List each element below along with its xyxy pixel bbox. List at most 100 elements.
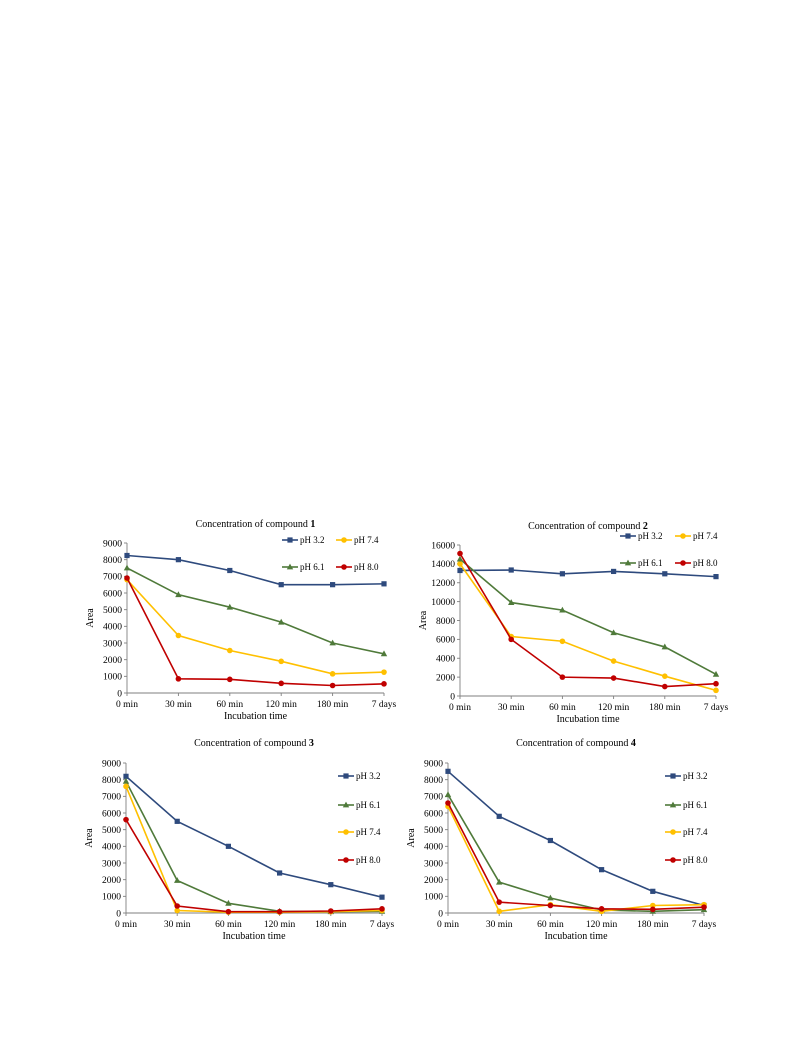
- data-point: [598, 906, 605, 912]
- data-point: [328, 908, 334, 914]
- data-point: [508, 567, 514, 573]
- series-line: [459, 563, 717, 692]
- series-line: [126, 577, 385, 687]
- y-tick-label: 4000: [103, 623, 122, 633]
- data-point: [380, 650, 388, 657]
- chart-title-number: 1: [310, 519, 315, 530]
- data-point: [508, 599, 515, 605]
- x-tick-label: 60 min: [537, 920, 564, 930]
- series-line: [459, 569, 717, 578]
- data-point: [496, 813, 502, 819]
- series-line: [125, 775, 383, 898]
- data-point: [329, 671, 336, 677]
- y-tick-label: 6000: [103, 589, 122, 599]
- data-point: [175, 676, 182, 682]
- data-point: [701, 904, 707, 910]
- legend-marker: [343, 829, 349, 835]
- legend: pH 3.2 pH 6.1 pH 7.4 pH 8.0: [665, 771, 708, 865]
- series-ph-8-0: [445, 800, 707, 913]
- data-point: [225, 908, 232, 915]
- legend: pH 3.2 pH 7.4 pH 6.1 pH 8.0: [282, 535, 379, 572]
- chart-3: Concentration of compound 3 0 1000 2000 3000…: [84, 738, 395, 942]
- data-point: [225, 899, 232, 906]
- legend-label: pH 3.2: [683, 771, 708, 781]
- data-point: [547, 837, 553, 844]
- series-ph-3-2: [457, 567, 719, 580]
- y-tick-label: 7000: [102, 793, 121, 803]
- data-point: [175, 591, 182, 598]
- x-axis-label: Incubation time: [556, 714, 620, 725]
- data-point: [277, 870, 283, 876]
- x-tick-label: 180 min: [649, 703, 681, 713]
- x-tick-label: 0 min: [116, 700, 138, 710]
- y-tick-label: 8000: [424, 776, 443, 786]
- y-axis-label: Area: [85, 608, 96, 628]
- data-point: [123, 773, 129, 779]
- data-point: [457, 550, 463, 557]
- y-tick-label: 2000: [103, 656, 122, 666]
- legend-marker: [342, 801, 350, 808]
- y-tick-label: 5000: [103, 606, 122, 616]
- chart-2: Concentration of compound 2 0 2000 4000 6000…: [418, 521, 729, 725]
- data-point: [559, 674, 566, 680]
- y-tick-label: 4000: [102, 843, 121, 853]
- data-point: [227, 647, 233, 654]
- y-tick-label: 1000: [424, 893, 443, 903]
- data-point: [662, 571, 668, 577]
- series-line: [126, 567, 385, 655]
- legend-label: pH 6.1: [356, 800, 381, 810]
- x-tick-label: 120 min: [264, 920, 296, 930]
- x-tick-label: 7 days: [370, 920, 395, 930]
- x-tick-label: 0 min: [449, 703, 471, 713]
- data-point: [122, 777, 130, 784]
- x-tick-label: 0 min: [115, 920, 137, 930]
- data-point: [174, 907, 180, 914]
- series-line: [125, 780, 383, 913]
- chart-title-text: Concentration of compound: [516, 738, 631, 749]
- y-tick-label: 6000: [102, 809, 121, 819]
- series-ph-6-1: [123, 564, 388, 657]
- series-line: [447, 805, 705, 913]
- x-tick-label: 180 min: [317, 700, 349, 710]
- data-point: [445, 800, 451, 806]
- chart-title: Concentration of compound 2: [528, 521, 648, 532]
- x-tick-label: 30 min: [165, 700, 192, 710]
- data-point: [379, 894, 385, 900]
- chart-title-number: 3: [309, 738, 314, 749]
- data-point: [662, 673, 668, 679]
- legend-label: pH 7.4: [356, 827, 381, 837]
- series-line: [459, 553, 717, 688]
- x-tick-label: 30 min: [164, 920, 191, 930]
- series-line: [459, 558, 717, 675]
- legend-label: pH 8.0: [693, 558, 718, 568]
- data-point: [610, 658, 617, 664]
- data-point: [123, 816, 129, 823]
- y-tick-label: 7000: [103, 573, 122, 583]
- data-point: [559, 638, 566, 645]
- data-point: [123, 783, 129, 790]
- y-tick-label: 7000: [424, 793, 443, 803]
- data-point: [457, 561, 463, 567]
- chart-title-number: 4: [631, 738, 636, 749]
- x-tick-label: 180 min: [637, 920, 669, 930]
- legend-label: pH 3.2: [300, 535, 325, 545]
- data-point: [278, 680, 285, 687]
- data-point: [496, 878, 503, 885]
- data-point: [175, 632, 182, 639]
- series-line: [447, 794, 705, 913]
- legend-marker: [625, 533, 631, 539]
- x-tick-label: 180 min: [315, 920, 347, 930]
- data-point: [661, 643, 668, 650]
- x-tick-label: 120 min: [586, 920, 618, 930]
- chart-title-text: Concentration of compound: [528, 521, 643, 532]
- series-ph-3-2: [124, 552, 387, 588]
- x-tick-label: 60 min: [549, 703, 576, 713]
- x-tick-label: 120 min: [265, 700, 297, 710]
- legend-marker: [343, 773, 349, 779]
- data-point: [599, 867, 605, 873]
- legend-label: pH 7.4: [683, 827, 708, 837]
- legend-marker: [341, 537, 347, 543]
- y-tick-label: 3000: [424, 859, 443, 869]
- legend-label: pH 7.4: [354, 535, 379, 545]
- chart-title: Concentration of compound 4: [516, 738, 636, 749]
